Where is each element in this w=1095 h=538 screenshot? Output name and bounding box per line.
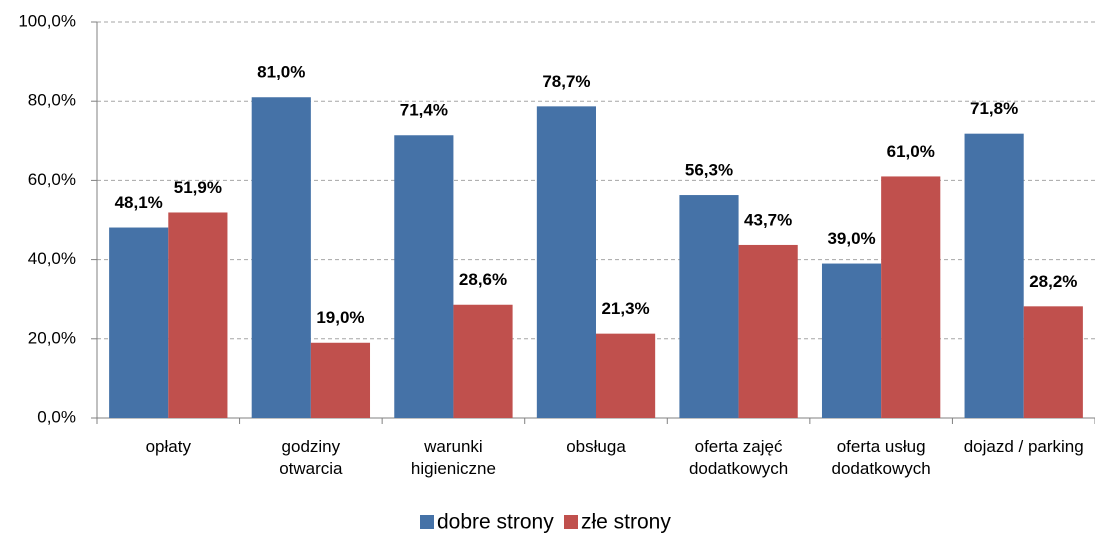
bar xyxy=(738,244,798,418)
value-label: 56,3% xyxy=(685,161,733,180)
bar xyxy=(821,263,882,418)
x-tick-label: warunki higieniczne xyxy=(410,437,496,478)
bar xyxy=(679,195,739,418)
legend-swatch xyxy=(420,515,434,529)
value-label: 61,0% xyxy=(887,142,935,161)
value-label: 71,4% xyxy=(400,101,448,120)
y-tick-label: 0,0% xyxy=(37,407,76,426)
value-label: 43,7% xyxy=(744,210,792,229)
y-tick-label: 40,0% xyxy=(28,249,76,268)
bar xyxy=(310,342,371,418)
bar xyxy=(596,333,656,418)
bar xyxy=(964,133,1024,418)
y-tick-label: 60,0% xyxy=(28,170,76,189)
bar xyxy=(251,97,311,419)
y-tick-label: 100,0% xyxy=(18,11,76,30)
x-tick-label: oferta zajęć dodatkowych xyxy=(688,437,789,478)
legend-label: złe strony xyxy=(581,511,671,534)
value-label: 39,0% xyxy=(827,229,875,248)
value-label: 48,1% xyxy=(115,193,163,212)
x-tick-label: opłaty xyxy=(145,437,191,456)
value-label: 71,8% xyxy=(970,99,1018,118)
value-label: 21,3% xyxy=(601,299,649,318)
legend-label: dobre strony xyxy=(437,511,554,534)
value-label: 19,0% xyxy=(316,308,364,327)
bar xyxy=(1023,306,1083,418)
bar xyxy=(536,106,596,419)
bar xyxy=(109,227,169,418)
bar xyxy=(881,176,941,418)
bar xyxy=(453,304,513,418)
value-label: 81,0% xyxy=(257,63,305,82)
value-label: 51,9% xyxy=(174,178,222,197)
value-label: 28,2% xyxy=(1029,272,1077,291)
y-tick-label: 20,0% xyxy=(28,328,76,347)
legend-swatch xyxy=(564,515,578,529)
value-label: 78,7% xyxy=(542,72,590,91)
value-label: 28,6% xyxy=(459,270,507,289)
x-tick-label: godziny otwarcia xyxy=(279,437,343,478)
x-tick-label: obsługa xyxy=(566,437,626,456)
x-tick-label: oferta usług dodatkowych xyxy=(831,437,931,478)
bar xyxy=(394,135,454,419)
y-tick-label: 80,0% xyxy=(28,91,76,110)
bar xyxy=(168,212,228,418)
x-tick-label: dojazd / parking xyxy=(963,437,1084,456)
